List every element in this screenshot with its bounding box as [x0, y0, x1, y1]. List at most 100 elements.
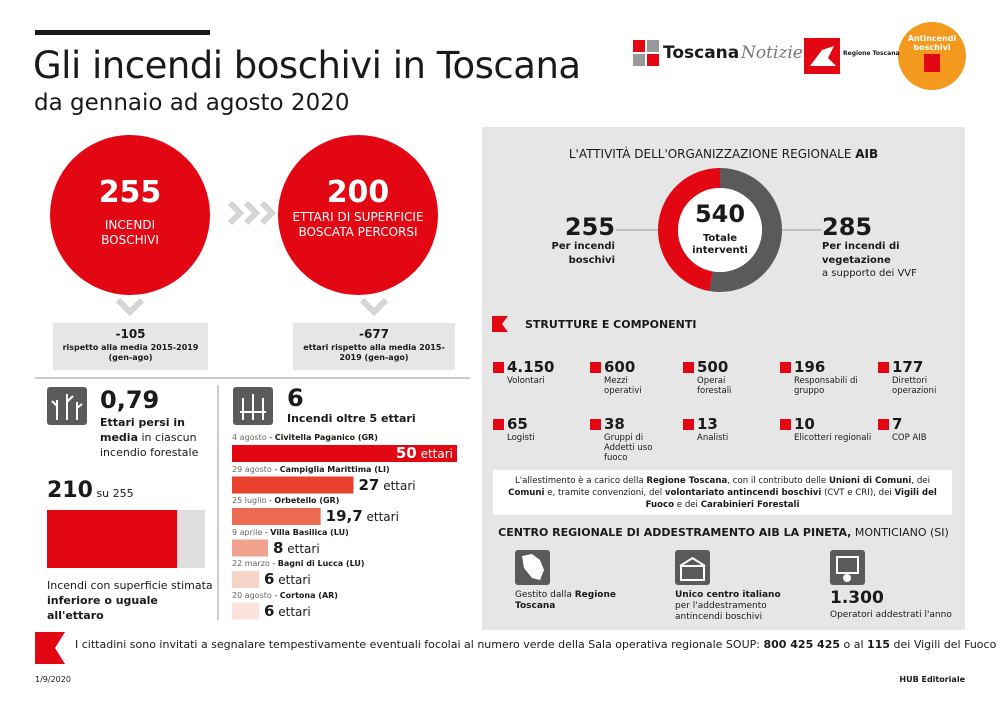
text-segment: per l'addestramento antincendi boschivi: [675, 601, 767, 622]
delta-value: -677: [358, 327, 390, 341]
arrows: [227, 200, 277, 226]
item-marker: [878, 362, 889, 373]
text-segment: Ettari persi in media: [100, 416, 185, 444]
text-segment: in ciascun incendio forestale: [100, 431, 199, 459]
delta-note: rispetto alla media 2015-2019 (gen-ago): [62, 343, 199, 362]
aib-title: L'ATTIVITÀ DELL'ORGANIZZAZIONE REGIONALE…: [482, 147, 965, 161]
fire-value: 8 ettari: [273, 539, 320, 557]
text-segment: Unico centro italiano: [675, 590, 781, 600]
logo-square: [647, 40, 659, 52]
structure-label: COP AIB: [892, 433, 927, 443]
centre-trained-label: Operatori addestrati l'anno: [830, 610, 952, 620]
text-segment: , con il contributo delle: [727, 476, 829, 486]
fire-value-number: 8: [273, 538, 284, 557]
burnt-tree-icon-lines: [51, 394, 83, 420]
structures-title: STRUTTURE E COMPONENTI: [525, 318, 697, 331]
circle-label: INCENDI BOSCHIVI: [101, 218, 159, 247]
text-segment: Gestito dalla: [515, 590, 575, 600]
section-flag: [492, 316, 508, 332]
text-segment: e, tramite convenzioni, del: [544, 488, 665, 498]
fire-bar: [232, 445, 457, 462]
text-segment: , dei: [911, 476, 930, 486]
school-shape: [679, 556, 706, 581]
text-segment: dei Vigili del Fuoco: [890, 638, 997, 651]
fire-value-number: 27: [358, 475, 380, 494]
structure-label: Direttori operazioni: [892, 376, 937, 396]
centre-managed: Gestito dalla Regione Toscana: [515, 590, 635, 612]
fire-value: 19,7 ettari: [326, 507, 399, 525]
text-segment: I cittadini sono invitati a segnalare te…: [75, 638, 764, 651]
big-fires-count: 6: [287, 384, 304, 412]
small-fires-heading: 210 su 255: [47, 478, 134, 503]
structure-label: Mezzi operativi: [604, 376, 642, 396]
small-fires-separator: su: [96, 487, 110, 500]
text-segment: L'allestimento è a carico della: [515, 476, 647, 486]
fire-unit: ettari: [366, 510, 399, 524]
structure-value: 65: [507, 415, 528, 433]
structure-label: Volontari: [507, 376, 545, 386]
separator: -: [269, 559, 278, 568]
chevron: [115, 297, 145, 317]
logo-text: Toscana: [663, 43, 740, 63]
structure-value: 500: [697, 358, 729, 376]
fire-date: 20 agosto: [232, 590, 272, 600]
aib-right-sub: a supporto dei VVF: [822, 268, 917, 279]
footer-date: 1/9/2020: [35, 675, 71, 684]
certificate-shape: [836, 556, 859, 574]
small-fires-caption: Incendi con superficie stimata inferiore…: [47, 578, 217, 623]
pegasus-icon: [810, 46, 836, 66]
text-segment: CENTRO REGIONALE DI ADDESTRAMENTO AIB LA…: [498, 526, 852, 539]
footer-message: I cittadini sono invitati a segnalare te…: [75, 638, 996, 651]
fire-bar: [232, 508, 321, 525]
structure-label: Responsabili di gruppo: [794, 376, 858, 396]
aib-total: 540: [694, 200, 746, 228]
item-marker: [683, 419, 694, 430]
aib-logo-shield: [924, 54, 940, 72]
delta-note: ettari rispetto alla media 2015-2019 (ge…: [303, 343, 445, 362]
structure-label: Logisti: [507, 433, 535, 443]
logo-text: Antincendi boschivi: [907, 34, 957, 52]
text-segment: inferiore o uguale all'ettaro: [47, 594, 158, 622]
circle-number: 200: [326, 175, 390, 210]
fire-date: 25 luglio: [232, 496, 267, 505]
fire-place: Civitella Paganico (GR): [274, 433, 378, 442]
fire-value-number: 19,7: [325, 507, 363, 525]
fire-value: 50 ettari: [232, 444, 453, 462]
certificate-icon: [830, 550, 865, 585]
fire-value: 6 ettari: [264, 570, 311, 588]
text-segment: 800 425 425: [763, 638, 841, 651]
circle: [278, 135, 438, 295]
note: L'allestimento è a carico della Regione …: [498, 475, 947, 511]
fire-value-number: 6: [264, 570, 275, 588]
fire-unit: ettari: [383, 478, 416, 493]
aib-left: 255: [564, 213, 615, 241]
structure-value: 196: [794, 358, 826, 376]
ring-right: [709, 168, 782, 292]
text-segment: (CVT e CRI), dei: [821, 488, 895, 498]
fire-unit: ettari: [278, 573, 311, 587]
subtitle: da gennaio ad agosto 2020: [34, 90, 350, 116]
fire-place: Cortona (AR): [279, 590, 338, 600]
fire-bar: [232, 476, 354, 494]
item-marker: [780, 419, 791, 430]
fire-unit: ettari: [287, 541, 320, 556]
fire-value-number: 6: [264, 601, 275, 620]
footer-credit: HUB Editoriale: [899, 675, 965, 684]
fire-label: 25 luglio - Orbetello (GR): [232, 496, 339, 505]
structure-value: 10: [794, 415, 815, 433]
fire-value-number: 50: [395, 444, 417, 462]
fire-place: Bagni di Lucca (LU): [277, 559, 365, 568]
ring-center: [678, 188, 762, 272]
delta-box: [53, 323, 208, 370]
logo-square: [633, 40, 645, 52]
structure-label: Operai forestali: [697, 376, 732, 396]
fire-label: 22 marzo - Bagni di Lucca (LU): [232, 559, 365, 568]
fire-bar: [232, 539, 268, 557]
structure-value: 600: [604, 358, 636, 376]
fire-label: 4 agosto - Civitella Paganico (GR): [232, 433, 378, 442]
structure-value: 38: [604, 415, 625, 433]
text-segment: L'ATTIVITÀ DELL'ORGANIZZAZIONE REGIONALE: [568, 147, 856, 161]
separator: -: [266, 496, 275, 505]
delta-box: [293, 323, 455, 370]
structure-value: 7: [892, 415, 903, 433]
